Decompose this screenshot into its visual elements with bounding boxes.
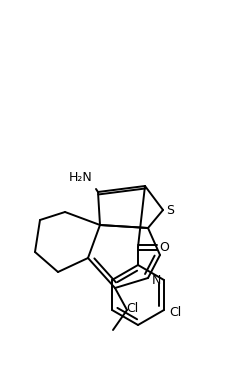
Text: H₂N: H₂N: [69, 171, 93, 184]
Text: Cl: Cl: [125, 302, 138, 315]
Text: Cl: Cl: [168, 306, 180, 319]
Text: N: N: [151, 273, 161, 286]
Text: O: O: [158, 240, 168, 253]
Text: S: S: [165, 204, 173, 216]
